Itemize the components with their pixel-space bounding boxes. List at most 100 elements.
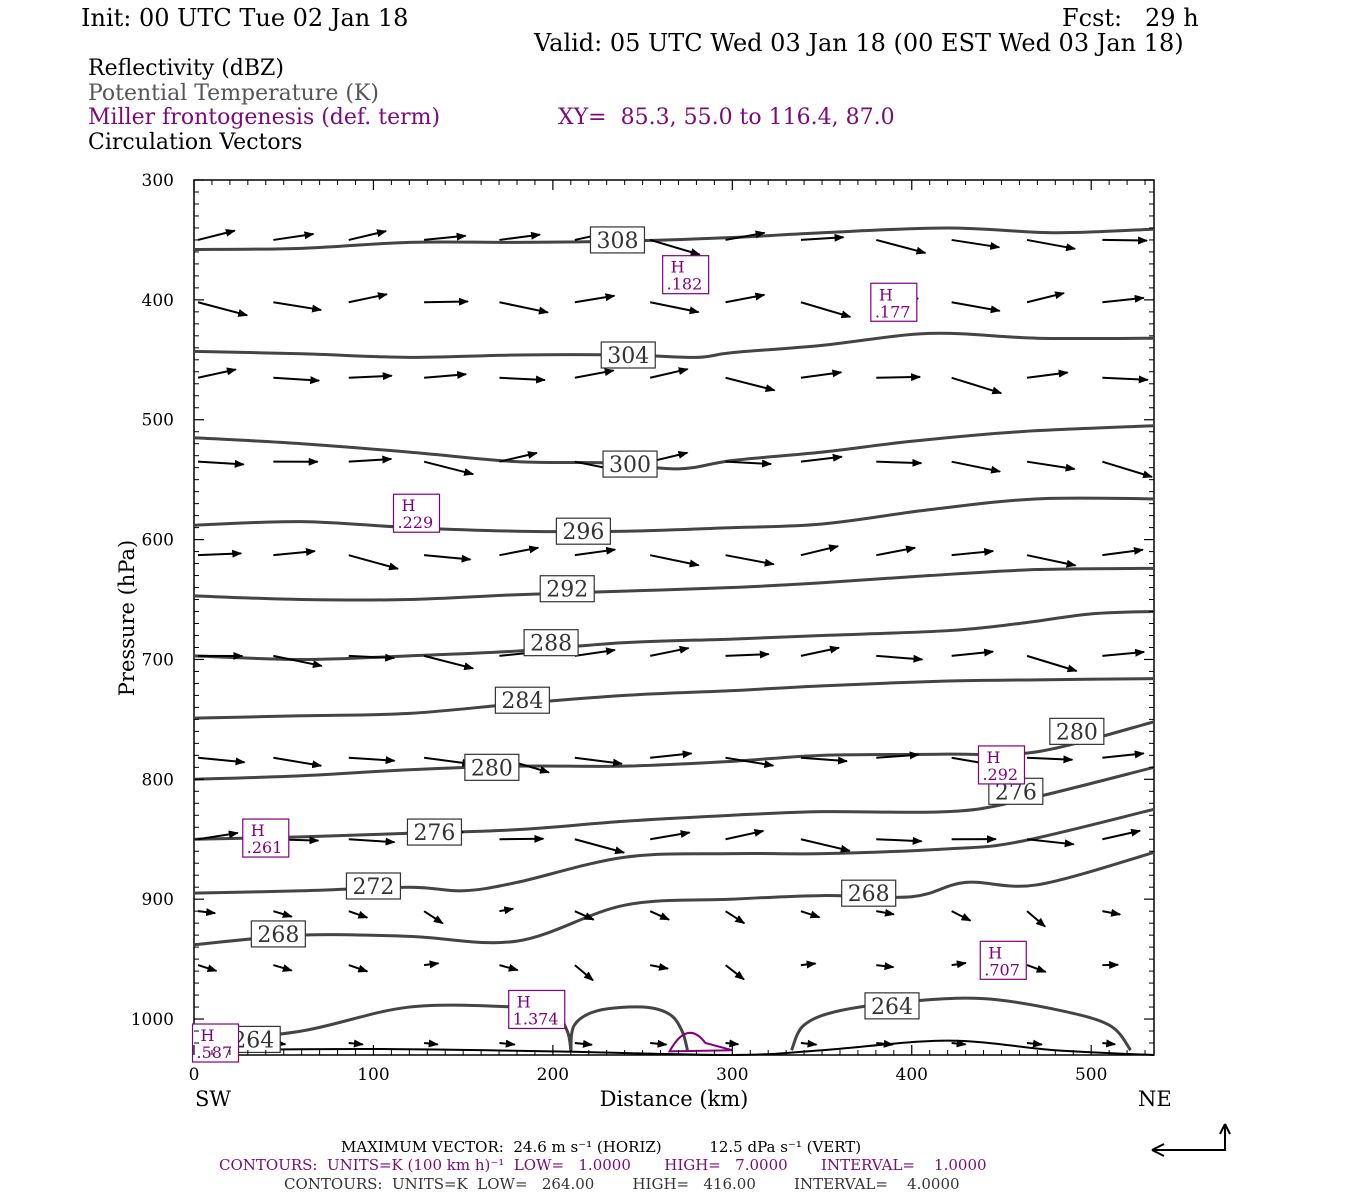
theta-contour-line (193, 610, 1155, 661)
theta-contour-label: 284 (501, 689, 543, 714)
circulation-vector (951, 460, 1002, 474)
circulation-vector (499, 906, 515, 915)
frontogenesis-high-box (392, 493, 441, 533)
x-end-right-label: NE (1138, 1087, 1172, 1111)
circulation-vector (876, 458, 923, 467)
circulation-vector (800, 960, 817, 969)
circulation-vector (348, 455, 393, 464)
circulation-vector (499, 963, 519, 972)
frontogenesis-high-value: .182 (667, 275, 703, 294)
circulation-vector (348, 554, 400, 571)
theta-contour-line (193, 566, 1155, 602)
frontogenesis-high-value: .707 (984, 960, 1020, 979)
circulation-vector (876, 751, 920, 760)
y-tick-label: 900 (142, 890, 174, 910)
y-tick-label: 800 (142, 770, 174, 790)
circulation-vector (574, 964, 594, 982)
circulation-vector (1102, 547, 1144, 557)
frontogenesis-high-value: .177 (875, 302, 911, 321)
frontogenesis-high-box (977, 745, 1026, 785)
circulation-vector (273, 547, 316, 557)
y-tick-label: 600 (142, 531, 174, 551)
circulation-vector (1102, 294, 1145, 304)
circulation-vector (800, 544, 840, 557)
circulation-vector (574, 546, 617, 557)
frontogenesis-high-label: H (986, 748, 1000, 767)
circulation-vector (1026, 755, 1074, 764)
frontogenesis-high-label: H (517, 992, 531, 1011)
circulation-vector (574, 838, 626, 855)
circulation-vector (273, 910, 293, 918)
circulation-vector (951, 376, 1003, 395)
circulation-vector (649, 645, 690, 657)
theta-contour-label-box (602, 450, 658, 478)
theta-contour-label-box (1049, 717, 1105, 745)
circulation-vector (423, 910, 444, 925)
circulation-vector (951, 238, 1001, 250)
theta-contour-label-box (250, 920, 306, 948)
theta-contour-label-box (406, 818, 463, 846)
y-tick-label: 300 (142, 171, 174, 191)
circulation-vector (499, 834, 545, 843)
circulation-vector (574, 293, 616, 304)
circulation-vector (1026, 1039, 1043, 1048)
circulation-vector (499, 1039, 516, 1048)
circulation-vector (1102, 375, 1149, 384)
circulation-vector (1026, 910, 1046, 928)
circulation-vector (1026, 964, 1047, 973)
x-tick-label: 300 (716, 1065, 748, 1085)
circulation-vector (876, 654, 924, 663)
circulation-vector (876, 836, 923, 845)
circulation-vector (800, 453, 843, 463)
x-tick-label: 100 (357, 1065, 389, 1085)
circulation-vector (574, 1039, 593, 1048)
footer-contours-theta: CONTOURS: UNITS=K LOW= 264.00 HIGH= 416.… (284, 1175, 960, 1193)
circulation-vector (951, 547, 995, 557)
frontogenesis-high-box (508, 989, 566, 1030)
circulation-vector (725, 910, 746, 925)
circulation-vector (724, 964, 745, 981)
legend-xy: XY= 85.3, 55.0 to 116.4, 87.0 (558, 105, 895, 130)
circulation-vector (951, 910, 972, 922)
theta-contour-label-box (589, 226, 646, 254)
circulation-vector (1102, 460, 1153, 479)
frontogenesis-high-label: H (879, 285, 893, 304)
frontogenesis-high-value: .229 (398, 513, 434, 532)
legend-reflectivity: Reflectivity (dBZ) (88, 56, 284, 81)
circulation-vector (800, 838, 851, 853)
x-tick-label: 200 (537, 1065, 569, 1085)
y-tick-label: 700 (142, 650, 174, 670)
circulation-vector (1026, 838, 1075, 848)
circulation-vector (348, 653, 396, 662)
frontogenesis-high-box (662, 255, 710, 295)
init-time: Init: 00 UTC Tue 02 Jan 18 (81, 4, 409, 32)
circulation-vector (876, 1039, 894, 1048)
theta-contour-label: 300 (609, 453, 651, 478)
circulation-vector (649, 238, 701, 256)
circulation-vector (273, 301, 323, 313)
circulation-vector (800, 1039, 818, 1048)
circulation-vector (649, 554, 700, 568)
circulation-vector (725, 1039, 740, 1048)
frontogenesis-high-box (870, 282, 918, 322)
circulation-vector (800, 233, 845, 242)
circulation-vector (951, 648, 995, 657)
theta-contour-label-box (841, 879, 897, 907)
frontogenesis-high-box (979, 940, 1027, 980)
circulation-vector (574, 756, 623, 767)
circulation-vector (348, 292, 388, 304)
circulation-vector (725, 650, 770, 659)
circulation-vector (649, 962, 669, 971)
circulation-vector (348, 1039, 364, 1048)
circulation-vector (650, 750, 693, 759)
theta-contour-label: 276 (413, 821, 455, 846)
theta-contour-label-box (539, 575, 595, 603)
circulation-vector (650, 1039, 668, 1048)
circulation-vector (725, 828, 765, 841)
circulation-vector (197, 908, 217, 917)
circulation-vector (1102, 1039, 1117, 1048)
circulation-vector (423, 654, 475, 671)
circulation-vector (800, 369, 843, 379)
x-axis-label: Distance (km) (600, 1087, 749, 1111)
